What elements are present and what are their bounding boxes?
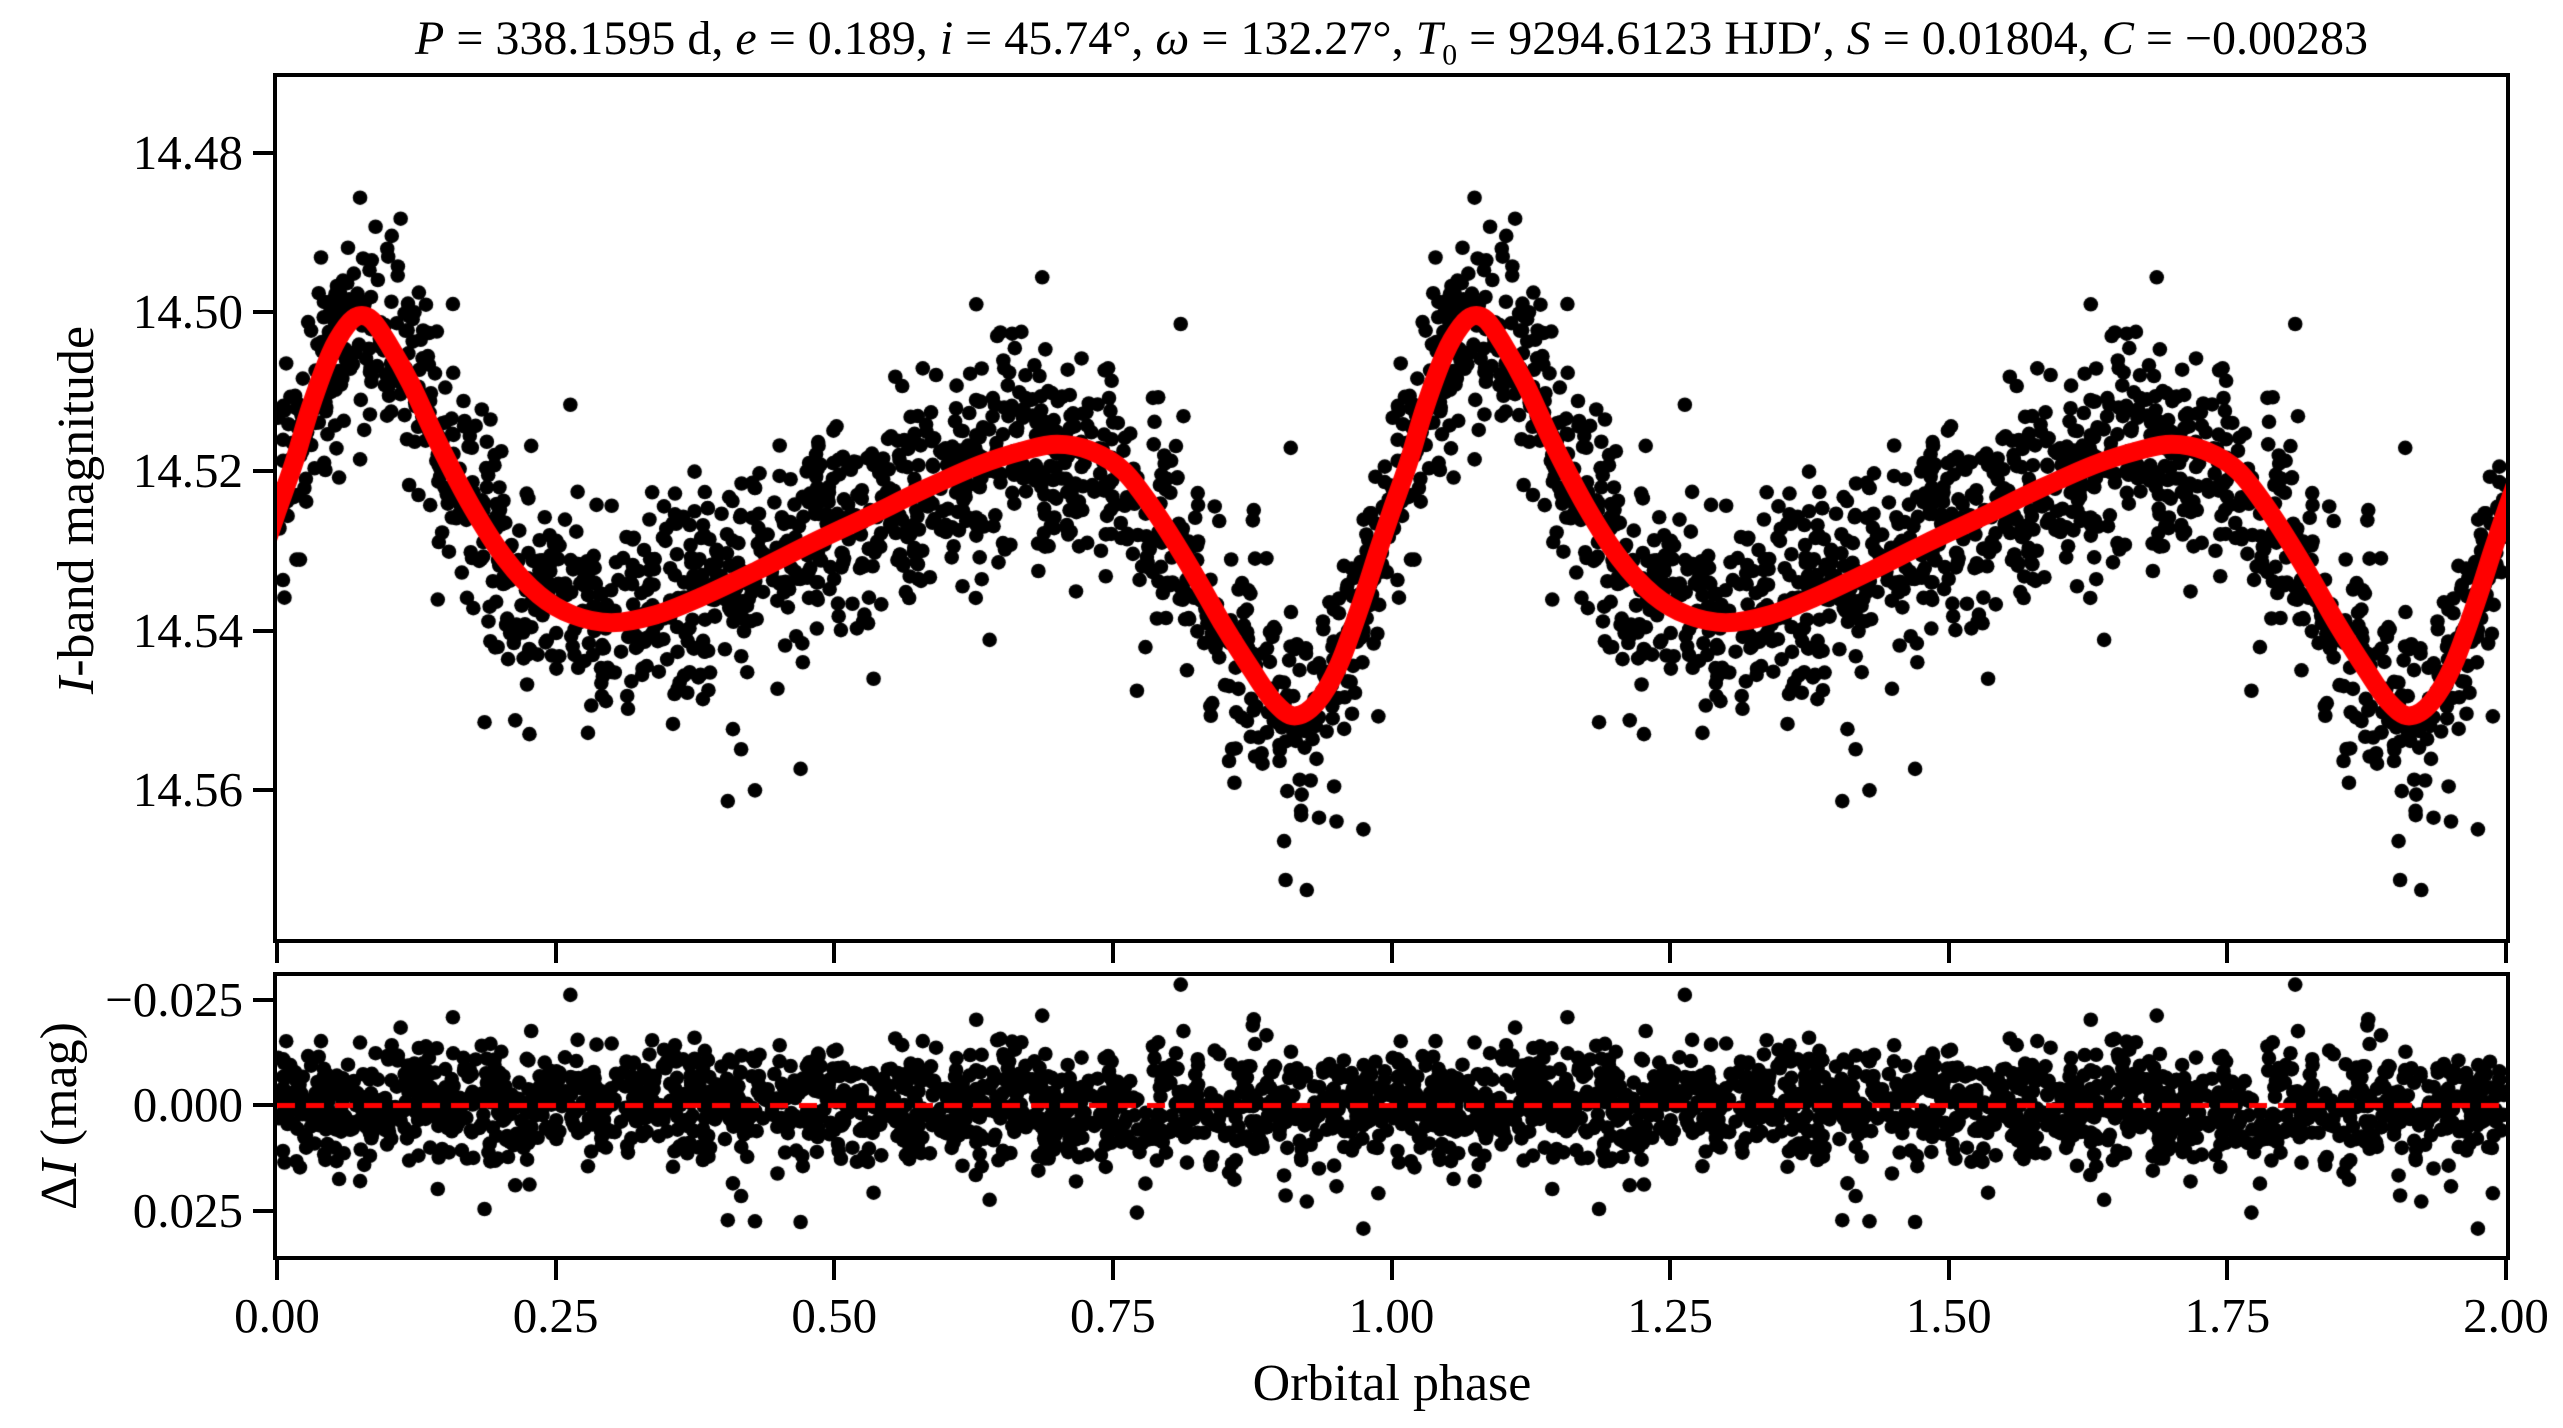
y-tick-label-main: 14.54 (132, 602, 243, 658)
y-tick-main (253, 628, 273, 633)
x-tick-main (1668, 943, 1673, 963)
y-tick-label-main: 14.48 (132, 124, 243, 180)
title-segment: I (48, 676, 105, 695)
y-tick-label-main: 14.50 (132, 284, 243, 340)
title-segment: = 9294.6123 HJD′, (1457, 12, 1847, 65)
title-segment: = 0.01804, (1870, 12, 2102, 65)
x-tick-residual (832, 1260, 837, 1280)
x-tick-label: 0.75 (1070, 1288, 1156, 1343)
x-tick-label: 0.50 (791, 1288, 878, 1343)
x-tick-label: 1.75 (2184, 1288, 2271, 1343)
x-tick-main (2225, 943, 2230, 963)
x-tick-residual (1389, 1260, 1394, 1280)
y-tick-main (253, 469, 273, 474)
y-tick-main (253, 310, 273, 315)
title-segment: C (2101, 12, 2134, 65)
x-tick-residual (2504, 1260, 2508, 1280)
x-tick-residual (2225, 1260, 2230, 1280)
x-tick-residual (275, 1260, 279, 1280)
y-tick-residual (253, 1208, 273, 1213)
x-tick-main (1946, 943, 1951, 963)
x-tick-main (1389, 943, 1394, 963)
chart-title: P = 338.1595 d, e = 0.189, i = 45.74°, ω… (283, 8, 2500, 72)
title-segment: ω (1155, 12, 1190, 65)
y-tick-label-main: 14.52 (132, 443, 243, 499)
title-segment: P (415, 12, 445, 65)
y-tick-label-main: 14.56 (132, 762, 243, 818)
x-tick-label: 1.50 (1905, 1288, 1992, 1343)
title-segment: = 45.74°, (953, 12, 1156, 65)
title-segment: = −0.00283 (2133, 12, 2368, 65)
x-axis-label: Orbital phase (1252, 1355, 1532, 1412)
y-tick-residual (253, 1103, 273, 1108)
y-tick-label-residual: 0.000 (132, 1077, 243, 1133)
title-segment: i (939, 12, 954, 65)
y-tick-residual (253, 998, 273, 1003)
x-tick-residual (1946, 1260, 1951, 1280)
title-segment: = 132.27°, (1189, 12, 1416, 65)
x-tick-label: 1.00 (1348, 1288, 1435, 1343)
y-tick-main (253, 150, 273, 155)
title-segment: T (1415, 12, 1443, 65)
x-tick-main (553, 943, 558, 963)
title-segment: = 0.189, (756, 12, 940, 65)
y-tick-main (253, 788, 273, 793)
x-tick-residual (1668, 1260, 1673, 1280)
x-tick-label: 0.00 (234, 1288, 320, 1343)
x-tick-main (1110, 943, 1115, 963)
x-tick-main (832, 943, 837, 963)
y-tick-label-residual: 0.025 (132, 1182, 243, 1238)
x-tick-main (2504, 943, 2508, 963)
x-tick-residual (1110, 1260, 1115, 1280)
residuals-canvas (277, 976, 2506, 1256)
title-segment: I (31, 1159, 88, 1177)
x-tick-residual (553, 1260, 558, 1280)
light-curve-panel (273, 73, 2510, 943)
title-segment: = 338.1595 d, (444, 12, 736, 65)
residuals-panel (273, 972, 2510, 1260)
title-segment: 0 (1442, 38, 1458, 72)
x-tick-label: 1.25 (1627, 1288, 1713, 1343)
light-curve-canvas (277, 77, 2506, 939)
y-tick-label-residual: −0.025 (105, 972, 243, 1028)
x-tick-main (275, 943, 279, 963)
title-segment: S (1846, 12, 1871, 65)
x-tick-label: 0.25 (512, 1288, 599, 1343)
x-tick-label: 2.00 (2463, 1288, 2549, 1343)
title-segment: e (735, 12, 757, 65)
